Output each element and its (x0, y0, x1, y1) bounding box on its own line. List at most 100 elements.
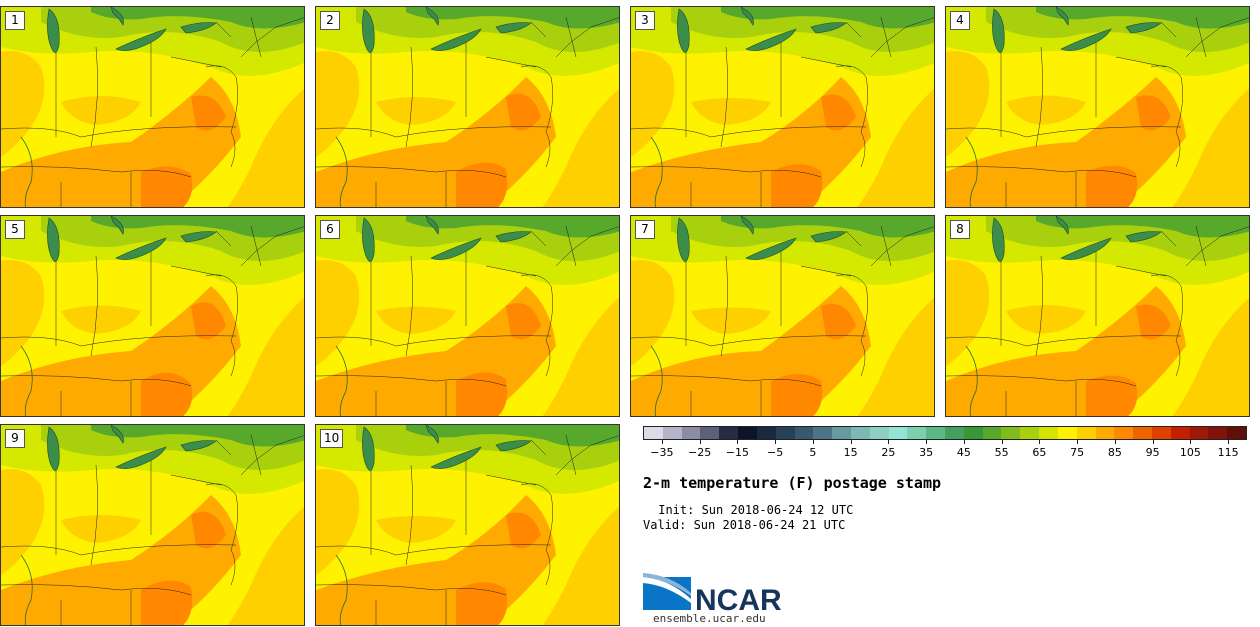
boundary-line (565, 16, 577, 58)
hottest-zone-2 (821, 94, 856, 131)
boundary-line (1, 375, 192, 387)
boundary-line (946, 166, 1137, 178)
boundary-line (1150, 65, 1183, 168)
river-line (335, 345, 348, 416)
member-label: 6 (320, 220, 340, 239)
colorbar-swatch (963, 427, 983, 439)
temperature-map (1, 7, 304, 207)
coolest-zone (721, 7, 934, 29)
colorbar-swatch (681, 427, 701, 439)
colorbar-tick-label: 115 (1217, 446, 1239, 459)
colorbar-tick (888, 440, 890, 444)
boundary-line (870, 226, 934, 267)
lake-huron (110, 216, 124, 235)
boundary-line (800, 265, 852, 277)
boundary-line (845, 21, 862, 38)
hottest-zone (771, 164, 823, 207)
lake-huron (425, 7, 439, 26)
colorbar-tick-label: 25 (881, 446, 896, 459)
boundary-line (316, 584, 507, 596)
member-label: 8 (950, 220, 970, 239)
lake-ontario (810, 231, 847, 243)
boundary-line (1185, 226, 1249, 267)
lake-ontario (810, 22, 847, 34)
lake-michigan (362, 217, 375, 262)
lake-huron (740, 7, 754, 26)
lake-ontario (495, 231, 532, 243)
colorbar-swatch (907, 427, 927, 439)
hottest-zone-2 (1136, 95, 1171, 131)
colorbar-swatch (1151, 427, 1171, 439)
ocean-zone (542, 88, 619, 207)
hottest-zone-2 (1136, 304, 1171, 340)
colorbar-swatch (1001, 427, 1021, 439)
lake-erie (430, 446, 482, 469)
colorbar-tick (850, 440, 852, 444)
colorbar-swatch (1095, 427, 1115, 439)
warm-west (1, 260, 45, 366)
boundary-line (1, 166, 192, 178)
hottest-zone-2 (506, 303, 541, 340)
lake-huron (1055, 216, 1069, 235)
lake-michigan (47, 426, 60, 471)
lake-michigan (992, 217, 1005, 262)
colorbar-tick (1077, 440, 1079, 444)
ocean-zone (227, 88, 304, 207)
boundary-line (1195, 16, 1207, 58)
ncar-url: ensemble.ucar.edu (653, 612, 766, 625)
boundary-line (835, 274, 868, 377)
boundary-line (485, 474, 537, 486)
temperature-map (316, 425, 619, 625)
warm-patch (61, 96, 141, 125)
member-map-5: 5 (0, 215, 305, 417)
coolest-zone (91, 216, 304, 238)
river-line (20, 345, 33, 416)
colorbar-swatch (662, 427, 682, 439)
lake-erie (1060, 28, 1112, 51)
boundary-line (1115, 265, 1167, 277)
warm-patch (1006, 95, 1086, 125)
boundary-line (555, 17, 619, 58)
coolest-zone (1036, 216, 1249, 238)
logo-wordmark: NCAR (695, 584, 782, 613)
boundary-line (1160, 230, 1177, 247)
warm-west (316, 469, 360, 575)
boundary-line (205, 483, 238, 586)
colorbar-tick (1228, 440, 1230, 444)
boundary-line (316, 335, 552, 347)
colorbar-tick-label: 85 (1107, 446, 1122, 459)
ocean-zone (1172, 88, 1249, 207)
init-time: Init: Sun 2018-06-24 12 UTC (651, 503, 854, 517)
boundary-line (800, 56, 852, 68)
temperature-map (1, 425, 304, 625)
lake-erie (115, 237, 167, 260)
colorbar-tick (1152, 440, 1154, 444)
colorbar-tick-label: 95 (1145, 446, 1160, 459)
temperature-map (946, 216, 1249, 416)
boundary-line (205, 274, 238, 377)
member-label: 3 (635, 11, 655, 30)
hottest-zone (1086, 375, 1138, 416)
colorbar-tick-label: −35 (650, 446, 674, 459)
colorbar-swatch (813, 427, 833, 439)
boundary-line (835, 65, 868, 168)
member-label: 5 (5, 220, 25, 239)
boundary-line (520, 274, 553, 377)
river-line (335, 554, 348, 625)
boundary-line (405, 46, 413, 148)
colorbar-swatch (869, 427, 889, 439)
lake-huron (425, 425, 439, 444)
temperature-map (631, 216, 934, 416)
river-line (20, 136, 33, 207)
lake-michigan (677, 217, 690, 262)
boundary-line (1, 335, 237, 347)
lake-erie (1060, 237, 1112, 260)
coolest-zone (406, 7, 619, 29)
member-label: 10 (320, 429, 344, 448)
lake-ontario (1125, 231, 1162, 243)
boundary-line (485, 56, 537, 68)
boundary-line (946, 335, 1182, 347)
boundary-line (1185, 17, 1249, 58)
boundary-line (946, 375, 1137, 387)
boundary-line (565, 434, 577, 476)
